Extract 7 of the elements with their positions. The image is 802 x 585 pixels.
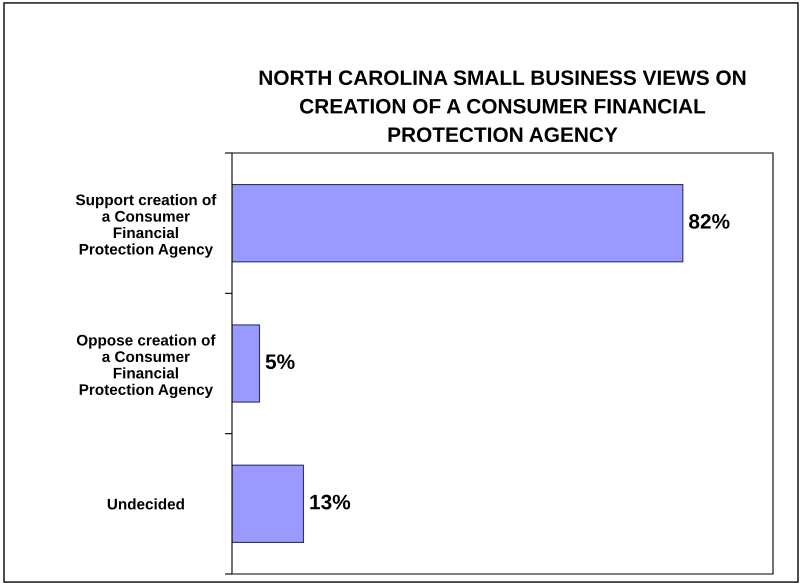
data-label: 82%: [689, 214, 730, 229]
data-label: 13%: [310, 494, 350, 510]
chart-title: NORTH CAROLINA SMALL BUSINESS VIEWS ON CREATION OF A CONSUMER FINANCIAL PROTECTION AGENCY: [260, 70, 746, 142]
y-tick-label: Undecided: [108, 498, 184, 510]
data-label: 5%: [266, 354, 295, 370]
y-tick-label: Support creation of a Consumer Financial Protection Agency: [76, 194, 216, 258]
y-tick-label: Oppose creation of a Consumer Financial Protection Agency: [76, 334, 216, 398]
